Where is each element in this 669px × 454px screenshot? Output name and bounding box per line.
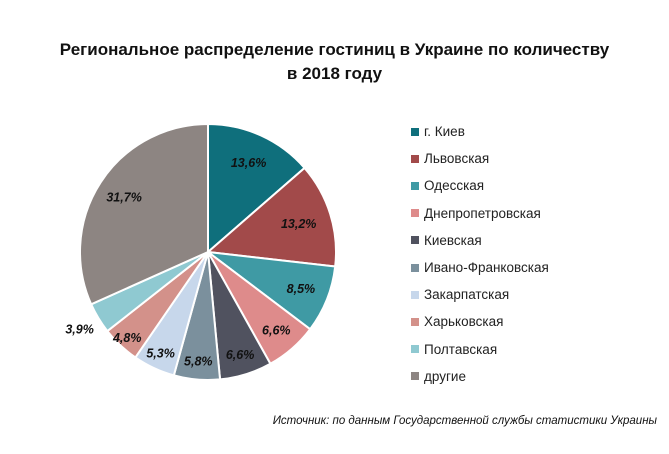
data-label-1: 13,2% xyxy=(281,217,316,231)
data-label-8: 3,9% xyxy=(65,323,94,337)
data-label-7: 4,8% xyxy=(112,331,142,345)
pie-slice-9 xyxy=(79,122,209,306)
chart-title: Региональное распределение гостиниц в Ук… xyxy=(0,38,669,86)
legend-item-3: Днепропетровская xyxy=(411,200,549,227)
source-note: Источник: по данным Государственной служ… xyxy=(272,415,657,427)
pie-slice-1 xyxy=(205,166,337,268)
legend-swatch-6 xyxy=(411,290,419,299)
chart-title-line-2: в 2018 году xyxy=(286,64,383,83)
data-label-2: 8,5% xyxy=(287,282,316,296)
data-label-4: 6,6% xyxy=(226,348,255,362)
legend-swatch-8 xyxy=(411,345,419,354)
legend-item-4: Киевская xyxy=(411,227,549,254)
legend-label-5: Ивано-Франковская xyxy=(424,260,549,276)
chart-legend: г. Киев Львовская Одесская Днепропетровская… xyxy=(411,118,549,390)
legend-label-0: г. Киев xyxy=(424,124,465,140)
legend-swatch-1 xyxy=(411,154,419,163)
legend-item-5: Ивано-Франковская xyxy=(411,254,549,281)
legend-item-9: другие xyxy=(411,363,549,390)
data-label-9: 31,7% xyxy=(106,191,141,205)
legend-swatch-7 xyxy=(411,317,419,326)
pie-slice-0 xyxy=(207,122,306,255)
legend-label-4: Киевская xyxy=(424,232,482,248)
legend-item-6: Закарпатская xyxy=(411,281,549,308)
legend-label-7: Харьковская xyxy=(424,314,504,330)
legend-label-3: Днепропетровская xyxy=(424,205,541,221)
legend-item-7: Харьковская xyxy=(411,308,549,335)
legend-label-9: другие xyxy=(424,368,466,384)
legend-label-8: Полтавская xyxy=(424,341,498,357)
legend-swatch-4 xyxy=(411,236,419,245)
legend-label-6: Закарпатская xyxy=(424,287,510,303)
data-label-0: 13,6% xyxy=(231,156,266,170)
legend-item-8: Полтавская xyxy=(411,336,549,363)
data-label-5: 5,8% xyxy=(184,355,213,369)
legend-swatch-5 xyxy=(411,263,419,272)
data-label-6: 5,3% xyxy=(146,347,175,361)
data-label-3: 6,6% xyxy=(262,323,291,337)
legend-label-1: Львовская xyxy=(424,151,490,167)
legend-item-2: Одесская xyxy=(411,172,549,199)
legend-swatch-2 xyxy=(411,181,419,190)
chart-title-line-1: Региональное распределение гостиниц в Ук… xyxy=(59,40,610,59)
legend-swatch-0 xyxy=(411,127,419,136)
legend-item-0: г. Киев xyxy=(411,118,549,145)
legend-swatch-3 xyxy=(411,209,419,218)
legend-item-1: Львовская xyxy=(411,145,549,172)
legend-label-2: Одесская xyxy=(424,178,485,194)
legend-swatch-9 xyxy=(411,372,419,381)
